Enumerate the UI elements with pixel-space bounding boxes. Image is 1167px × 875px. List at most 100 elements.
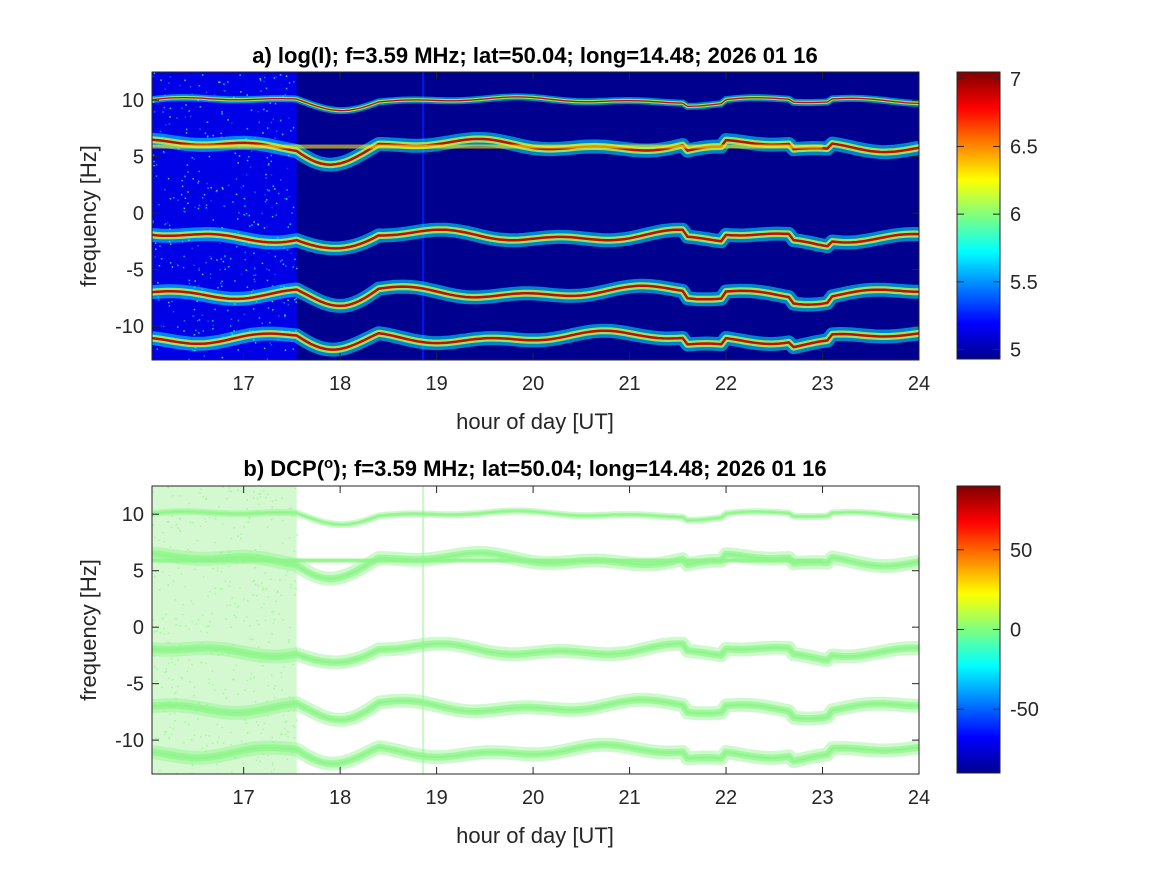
noise-speckle: [285, 75, 288, 77]
noise-speckle: [185, 132, 188, 134]
noise-speckle: [169, 713, 171, 716]
noise-speckle: [258, 121, 260, 124]
noise-speckle: [201, 642, 203, 644]
noise-speckle: [282, 714, 285, 717]
x-tick-label: 24: [908, 787, 930, 809]
noise-speckle: [178, 529, 181, 532]
panel-b-title-prefix: b) DCP(: [243, 456, 324, 481]
noise-speckle: [202, 330, 205, 332]
noise-speckle: [262, 728, 265, 731]
noise-speckle: [174, 719, 176, 722]
noise-speckle: [267, 163, 270, 165]
noise-speckle: [170, 657, 173, 660]
noise-speckle: [171, 300, 173, 303]
noise-speckle: [231, 597, 233, 600]
noise-speckle: [208, 155, 211, 158]
noise-speckle: [258, 493, 260, 496]
noise-speckle: [188, 282, 191, 285]
noise-speckle: [170, 243, 172, 245]
panel-a-ylabel: frequency [Hz]: [76, 145, 101, 287]
noise-speckle: [240, 91, 242, 93]
noise-speckle: [207, 187, 209, 189]
noise-speckle: [238, 155, 241, 157]
noise-speckle: [190, 600, 192, 602]
noise-speckle: [181, 107, 183, 110]
noise-speckle: [153, 111, 156, 113]
x-tick-label: 23: [811, 787, 833, 809]
noise-speckle: [232, 678, 234, 681]
noise-speckle: [265, 496, 267, 499]
noise-speckle: [193, 694, 195, 697]
noise-speckle: [197, 285, 200, 287]
noise-speckle: [204, 132, 207, 134]
panel-a-title: a) log(I); f=3.59 MHz; lat=50.04; long=1…: [252, 43, 818, 68]
noise-speckle: [219, 242, 222, 244]
noise-speckle: [216, 569, 219, 572]
noise-speckle: [258, 317, 261, 319]
noise-speckle: [222, 523, 224, 525]
noise-speckle: [243, 313, 246, 316]
noise-speckle: [167, 177, 170, 180]
noise-speckle: [217, 654, 220, 657]
noise-speckle: [253, 221, 255, 223]
noise-speckle: [271, 500, 274, 503]
noise-speckle: [183, 741, 185, 744]
noise-speckle: [254, 280, 256, 283]
noise-speckle: [168, 736, 171, 739]
noise-speckle: [294, 258, 296, 261]
ridge-core: [152, 228, 919, 250]
noise-speckle: [265, 87, 268, 90]
noise-speckle: [168, 82, 170, 84]
noise-speckle: [152, 75, 154, 77]
noise-speckle: [158, 539, 160, 541]
noise-speckle: [220, 282, 222, 285]
noise-speckle: [249, 638, 252, 641]
x-tick-label: 22: [715, 787, 737, 809]
noise-speckle: [155, 679, 158, 682]
noise-speckle: [271, 215, 274, 218]
noise-speckle: [181, 678, 183, 680]
noise-speckle: [167, 632, 170, 635]
noise-speckle: [287, 303, 290, 306]
noise-speckle: [158, 299, 160, 301]
noise-speckle: [275, 214, 277, 216]
noise-speckle: [235, 246, 238, 248]
noise-speckle: [253, 676, 255, 679]
noise-speckle: [210, 186, 212, 189]
noise-speckle: [263, 603, 265, 605]
noise-speckle: [294, 594, 296, 596]
noise-speckle: [205, 262, 207, 264]
noise-speckle: [153, 160, 155, 163]
y-tick-label: 10: [122, 504, 144, 526]
noise-speckle: [163, 223, 166, 226]
noise-speckle: [264, 193, 266, 196]
noise-speckle: [228, 551, 230, 553]
noise-speckle: [191, 93, 193, 95]
noise-speckle: [207, 625, 210, 628]
noise-speckle: [169, 198, 172, 200]
noise-speckle: [203, 194, 206, 196]
noise-speckle: [163, 106, 166, 109]
noise-speckle: [290, 130, 292, 132]
noise-speckle: [200, 661, 202, 664]
panel-b-title-suffix: ); f=3.59 MHz; lat=50.04; long=14.48; 20…: [333, 456, 826, 481]
noise-speckle: [262, 664, 264, 667]
noise-speckle: [172, 580, 175, 583]
noise-speckle: [288, 507, 291, 510]
noise-speckle: [182, 613, 184, 616]
noise-speckle: [199, 106, 202, 108]
noise-speckle: [246, 616, 248, 618]
noise-speckle: [187, 724, 190, 726]
noise-speckle: [274, 273, 277, 276]
noise-speckle: [286, 758, 289, 761]
noise-speckle: [287, 710, 289, 713]
noise-speckle: [169, 546, 172, 548]
noise-speckle: [266, 110, 268, 112]
noise-speckle: [234, 757, 237, 760]
noise-speckle: [245, 743, 247, 745]
noise-speckle: [259, 492, 261, 495]
noise-speckle: [212, 328, 214, 330]
x-tick-label: 21: [618, 787, 640, 809]
ridge-core: [152, 284, 919, 308]
noise-speckle: [294, 298, 296, 301]
